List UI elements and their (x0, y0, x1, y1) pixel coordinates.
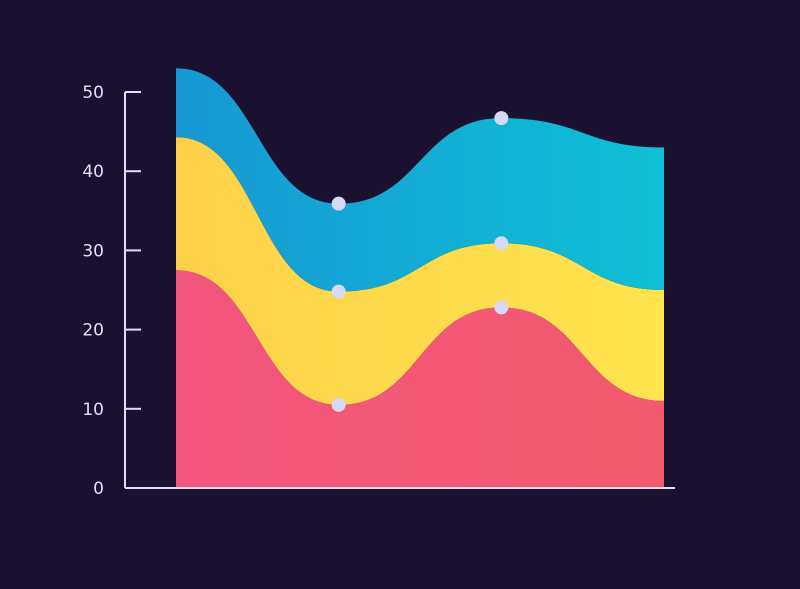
area-series-3 (176, 68, 664, 292)
data-point-marker (331, 397, 346, 412)
marker-layer (331, 111, 509, 412)
y-tick-label: 50 (82, 83, 104, 103)
data-point-marker (494, 111, 509, 126)
y-tick-label: 0 (93, 479, 104, 499)
area-series-2 (176, 137, 664, 405)
axis-layer: 0 10 20 30 40 50 (82, 83, 675, 499)
data-point-marker (331, 196, 346, 211)
y-tick-label: 10 (82, 400, 104, 420)
y-tick-label: 40 (82, 162, 104, 182)
data-point-marker (494, 236, 509, 251)
y-tick-label: 30 (82, 241, 104, 261)
area-layer (176, 68, 664, 488)
data-point-marker (494, 300, 509, 315)
y-tick-label: 20 (82, 321, 104, 341)
area-series-1 (176, 270, 664, 488)
data-point-marker (331, 284, 346, 299)
